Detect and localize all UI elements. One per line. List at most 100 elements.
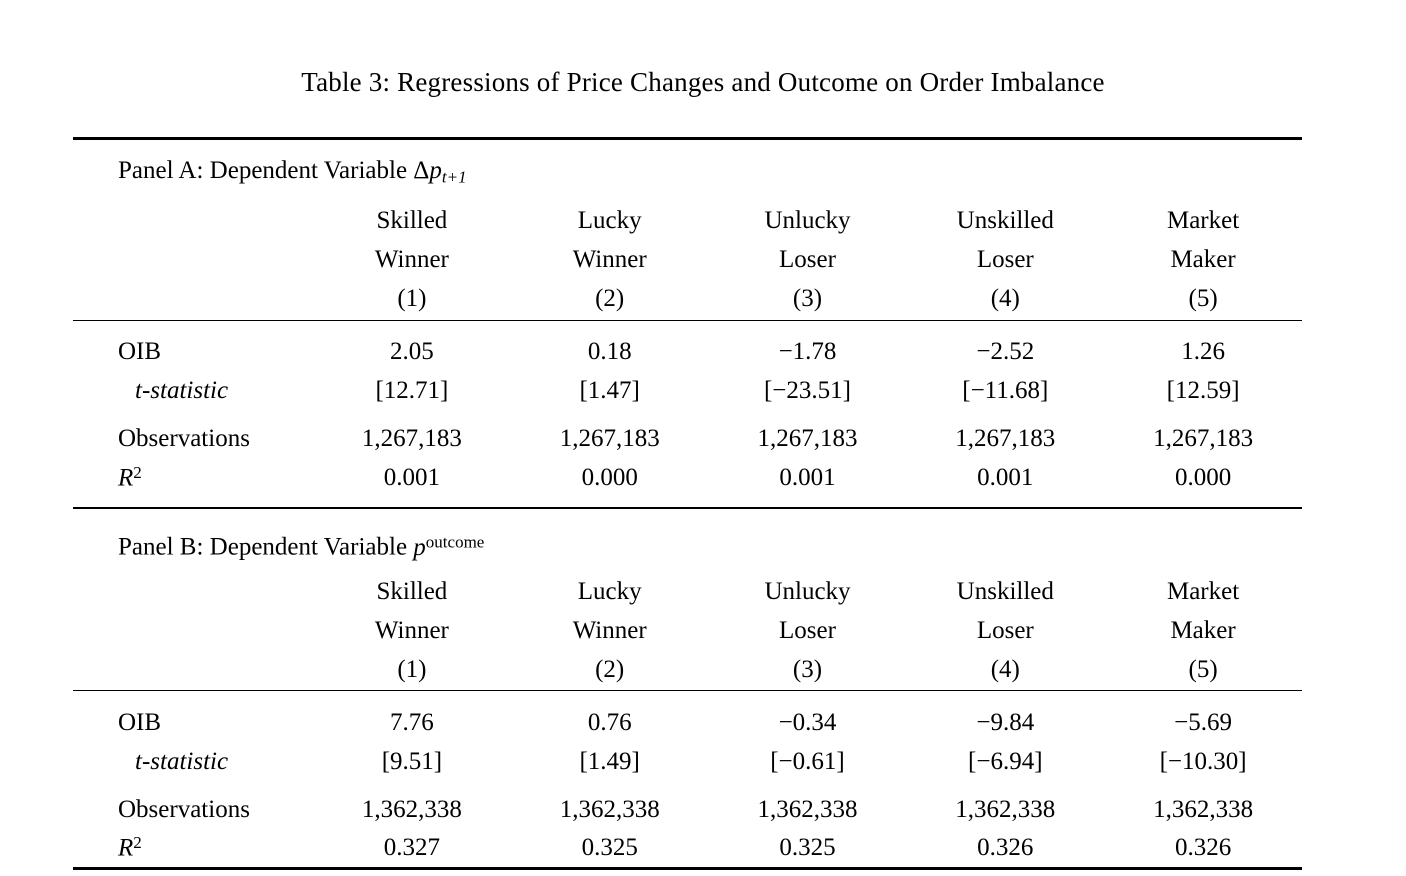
value-cell: 1,362,338 [559, 795, 660, 823]
value-cell: 1,267,183 [559, 424, 660, 452]
value-cell: 0.000 [581, 463, 638, 491]
panel-b-tstat-row: t-statistic [9.51] [1.49] [−0.61] [−6.94… [73, 742, 1302, 781]
value-cell: 1,362,338 [1153, 795, 1254, 823]
value-cell: [−11.68] [962, 376, 1049, 404]
value-cell: 0.000 [1174, 463, 1232, 491]
panel-a-header-line2: Winner Winner Loser Loser Maker [73, 240, 1302, 279]
value-cell: [1.47] [579, 376, 640, 404]
col-header: Skilled [376, 578, 448, 605]
r2-superscript: 2 [133, 833, 142, 853]
col-number: (4) [990, 656, 1020, 683]
panel-b-heading-prefix: Panel B: Dependent Variable [118, 533, 414, 561]
panel-b-depvar-superscript: outcome [425, 532, 485, 551]
value-cell: −5.69 [1174, 708, 1233, 736]
value-cell: 1,267,183 [361, 424, 462, 452]
col-header: Winner [572, 617, 647, 644]
row-label: t-statistic [135, 747, 229, 775]
col-header: Lucky [577, 207, 642, 234]
value-cell: [−10.30] [1159, 747, 1247, 775]
value-cell: 0.76 [587, 708, 632, 736]
value-cell: 1,362,338 [757, 795, 858, 823]
row-label: R2 [118, 462, 142, 492]
panel-b-observations-row: Observations 1,362,338 1,362,338 1,362,3… [73, 790, 1302, 829]
col-number: (3) [792, 656, 823, 683]
value-cell: 7.76 [390, 708, 434, 736]
value-cell: [9.51] [381, 747, 443, 775]
col-header: Maker [1170, 246, 1236, 273]
panel-b-header-rule [73, 690, 1302, 691]
panel-b-header-line1: Skilled Lucky Unlucky Unskilled Market [73, 572, 1302, 611]
top-rule [73, 137, 1302, 140]
col-number: (5) [1188, 656, 1218, 683]
col-header: Unskilled [956, 578, 1054, 605]
panel-a-observations-row: Observations 1,267,183 1,267,183 1,267,1… [73, 419, 1302, 458]
col-header: Lucky [577, 578, 642, 605]
value-cell: [−23.51] [763, 376, 851, 404]
col-number: (2) [595, 285, 625, 312]
col-header: Unlucky [764, 578, 851, 605]
row-label: Observations [118, 424, 250, 452]
panel-b-heading: Panel B: Dependent Variable poutcome [73, 522, 1302, 562]
panel-a-tstat-row: t-statistic [12.71] [1.47] [−23.51] [−11… [73, 371, 1302, 410]
table-title: Table 3: Regressions of Price Changes an… [301, 67, 1105, 97]
value-cell: −1.78 [778, 337, 837, 365]
panel-b-depvar: poutcome [413, 532, 485, 561]
value-cell: 0.001 [779, 463, 836, 491]
col-header: Loser [779, 617, 836, 644]
col-number: (1) [397, 285, 427, 312]
row-label: R2 [118, 833, 142, 862]
col-header: Winner [572, 246, 647, 273]
panel-a-header-line1: Skilled Lucky Unlucky Unskilled Market [73, 201, 1302, 240]
panel-a-header-rule [73, 320, 1302, 321]
col-header: Loser [779, 246, 836, 273]
col-header: Market [1166, 578, 1240, 605]
value-cell: [1.49] [579, 747, 640, 775]
panel-separator-rule [73, 507, 1302, 509]
panel-a-oib-row: OIB 2.05 0.18 −1.78 −2.52 1.26 [73, 332, 1302, 371]
row-label: OIB [118, 337, 162, 365]
value-cell: −9.84 [976, 708, 1035, 736]
panel-a-header-numbers: (1) (2) (3) (4) (5) [73, 279, 1302, 318]
col-header: Winner [374, 617, 449, 644]
panel-a-heading: Panel A: Dependent Variable Δpt+1 [73, 151, 1302, 191]
value-cell: 1,362,338 [955, 795, 1056, 823]
col-header: Skilled [376, 207, 448, 234]
panel-b-header-numbers: (1) (2) (3) (4) (5) [73, 650, 1302, 689]
panel-a-r2-row: R2 0.001 0.000 0.001 0.001 0.000 [73, 458, 1302, 497]
col-header: Unlucky [764, 207, 851, 234]
bottom-rule [73, 867, 1302, 870]
value-cell: 1,267,183 [955, 424, 1056, 452]
regression-table: Panel A: Dependent Variable Δpt+1 Skille… [73, 137, 1302, 870]
value-cell: 0.001 [383, 463, 441, 491]
value-cell: 0.18 [587, 337, 632, 365]
panel-b-r2-row: R2 0.327 0.325 0.325 0.326 0.326 [73, 829, 1302, 867]
value-cell: [12.59] [1166, 376, 1240, 404]
value-cell: [12.71] [375, 376, 449, 404]
col-number: (5) [1188, 285, 1218, 312]
value-cell: 0.325 [779, 834, 836, 861]
row-label: t-statistic [135, 376, 229, 404]
r2-superscript: 2 [133, 462, 142, 482]
panel-b-header-line2: Winner Winner Loser Loser Maker [73, 611, 1302, 650]
value-cell: −2.52 [976, 337, 1035, 365]
value-cell: [−6.94] [968, 747, 1043, 775]
panel-a-depvar: Δpt+1 [413, 157, 467, 187]
value-cell: 0.327 [383, 834, 441, 861]
value-cell: −0.34 [778, 708, 837, 736]
col-header: Loser [976, 246, 1034, 273]
col-header: Winner [374, 246, 449, 273]
col-header: Maker [1170, 617, 1236, 644]
value-cell: 0.001 [977, 463, 1034, 491]
col-number: (2) [595, 656, 625, 683]
value-cell: [−0.61] [770, 747, 845, 775]
col-number: (4) [990, 285, 1020, 312]
value-cell: 0.325 [581, 834, 638, 861]
panel-a-depvar-subscript: t+1 [441, 167, 467, 187]
value-cell: 0.326 [977, 834, 1034, 861]
col-header: Market [1166, 207, 1240, 234]
col-number: (3) [792, 285, 823, 312]
value-cell: 1,362,338 [361, 795, 462, 823]
panel-a-heading-prefix: Panel A: Dependent Variable [118, 157, 414, 184]
value-cell: 1,267,183 [757, 424, 858, 452]
row-label: Observations [118, 795, 250, 823]
